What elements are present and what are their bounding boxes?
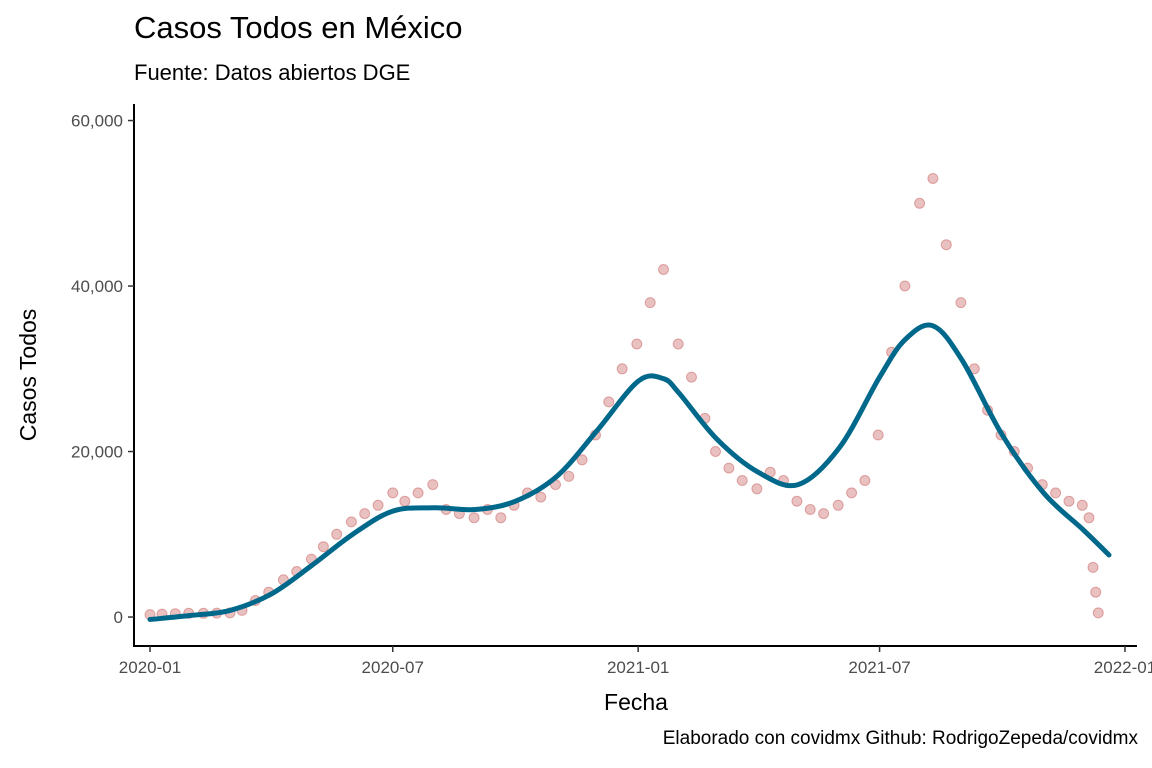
data-point: [399, 495, 411, 507]
x-tick-label: 2020-01: [119, 658, 181, 677]
data-point: [331, 528, 343, 540]
data-point: [1050, 487, 1062, 499]
data-point: [1090, 586, 1102, 598]
y-axis-title: Casos Todos: [15, 309, 41, 442]
x-axis-title: Fecha: [604, 689, 668, 715]
data-point: [603, 396, 615, 408]
data-point: [791, 495, 803, 507]
data-point: [1063, 495, 1075, 507]
data-point: [686, 371, 697, 383]
data-point: [1092, 607, 1104, 619]
data-point: [899, 280, 911, 292]
data-point: [672, 338, 684, 350]
data-point: [412, 487, 424, 499]
data-point: [387, 487, 399, 499]
data-point: [616, 363, 628, 375]
x-axis-ticks: 2020-01 2020-07 2021-01 2021-07 2022-01: [119, 646, 1152, 677]
data-point: [872, 429, 884, 441]
data-point: [859, 475, 871, 486]
data-point: [723, 462, 735, 474]
y-axis-ticks: 0 20,000 40,000 60,000: [71, 112, 134, 627]
data-point: [846, 487, 858, 499]
trend-line: [147, 322, 1112, 622]
x-tick-label: 2021-01: [607, 658, 669, 677]
x-tick-label: 2020-07: [362, 658, 424, 677]
data-point: [359, 508, 371, 520]
data-point: [576, 454, 588, 466]
data-point: [317, 541, 329, 553]
x-tick-label: 2021-07: [848, 658, 910, 677]
data-point: [345, 516, 357, 528]
data-point: [658, 264, 669, 275]
y-tick-label: 20,000: [71, 443, 123, 462]
y-tick-label: 0: [114, 608, 123, 627]
data-point: [644, 297, 656, 309]
data-point: [804, 504, 816, 515]
data-point: [736, 475, 748, 486]
data-point: [468, 512, 480, 524]
data-point: [955, 297, 967, 309]
data-point: [914, 197, 926, 209]
y-tick-label: 40,000: [71, 277, 123, 296]
data-point: [940, 239, 952, 251]
data-point: [751, 483, 763, 495]
data-point: [495, 512, 507, 524]
data-point: [1087, 561, 1099, 573]
data-point: [563, 470, 575, 482]
x-tick-label: 2022-01: [1094, 658, 1152, 677]
chart-subtitle: Fuente: Datos abiertos DGE: [134, 60, 411, 85]
chart-title: Casos Todos en México: [134, 10, 463, 45]
data-point: [631, 338, 643, 350]
data-point: [1083, 512, 1095, 524]
data-point: [818, 508, 830, 520]
data-point: [427, 479, 439, 491]
trend-line-layer: [147, 322, 1112, 622]
y-tick-label: 60,000: [71, 112, 123, 131]
data-point: [927, 173, 939, 184]
chart-caption: Elaborado con covidmx Github: RodrigoZep…: [662, 728, 1138, 749]
data-point: [710, 446, 721, 457]
data-point: [535, 491, 547, 503]
data-point: [372, 499, 384, 511]
data-point: [1076, 499, 1088, 511]
data-point: [832, 499, 844, 511]
